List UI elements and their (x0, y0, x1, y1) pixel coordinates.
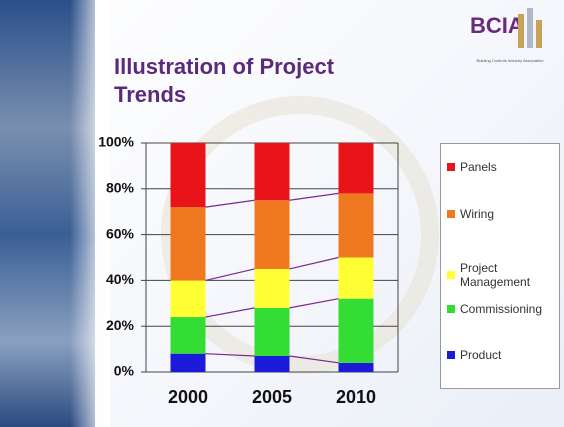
bar-segment (339, 143, 374, 193)
legend-label: Wiring (460, 207, 494, 221)
bar-segment (171, 143, 206, 207)
logo-bar (527, 8, 533, 48)
legend-entry: Product (447, 348, 559, 362)
y-tick-label: 60% (106, 225, 135, 241)
bar-segment (255, 143, 290, 200)
bar-segment (339, 363, 374, 372)
y-tick-label: 40% (106, 271, 135, 287)
trend-connector (290, 299, 339, 308)
trend-connector (206, 200, 255, 207)
legend-label: Commissioning (460, 302, 542, 316)
legend-entry: Wiring (447, 207, 559, 221)
bar-segment (255, 356, 290, 372)
logo-tagline: Building Controls Industry Association (477, 58, 544, 63)
legend: Panels Wiring Project Management Commission… (440, 143, 560, 389)
legend-entry: Project Management (447, 261, 559, 289)
bar-segment (339, 299, 374, 363)
trend-connector (206, 308, 255, 317)
bar-segment (339, 258, 374, 299)
photo-fade (70, 0, 110, 427)
x-tick-label: 2000 (168, 387, 208, 407)
logo-bar (536, 20, 542, 48)
legend-label: Project Management (460, 261, 559, 289)
bar-segment (171, 207, 206, 280)
y-tick-label: 100% (98, 134, 134, 150)
legend-label: Product (460, 348, 501, 362)
bar-segment (171, 354, 206, 372)
trend-connector (290, 258, 339, 269)
bar-segment (255, 200, 290, 269)
bar-segment (255, 269, 290, 308)
legend-swatch (447, 210, 455, 218)
legend-swatch (447, 305, 455, 313)
y-tick-label: 20% (106, 317, 135, 333)
bar-segment (339, 193, 374, 257)
legend-swatch (447, 351, 455, 359)
bar-segment (171, 280, 206, 317)
trend-connector (206, 269, 255, 280)
bar-segment (171, 317, 206, 354)
x-tick-label: 2010 (336, 387, 376, 407)
logo-bar (518, 14, 524, 48)
y-tick-label: 80% (106, 180, 135, 196)
legend-entry: Commissioning (447, 302, 559, 316)
legend-label: Panels (460, 160, 497, 174)
x-tick-label: 2005 (252, 387, 292, 407)
y-tick-label: 0% (114, 363, 135, 379)
logo: BCIA (470, 13, 524, 38)
bar-segment (255, 308, 290, 356)
slide: Illustration of ProjectTrends BCIA Build… (0, 0, 564, 427)
legend-swatch (447, 271, 455, 279)
legend-swatch (447, 163, 455, 171)
trend-connector (290, 193, 339, 200)
legend-entry: Panels (447, 160, 559, 174)
